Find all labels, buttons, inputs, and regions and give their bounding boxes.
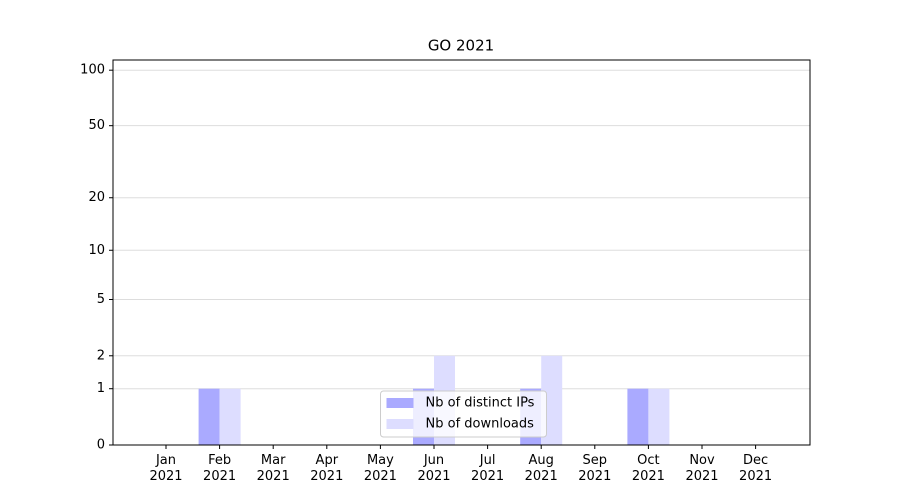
legend-label: Nb of distinct IPs bbox=[426, 396, 535, 411]
chart-title: GO 2021 bbox=[428, 37, 494, 55]
bar bbox=[648, 388, 670, 445]
legend-box bbox=[380, 390, 547, 438]
y-tick-label: 20 bbox=[88, 190, 105, 205]
bar bbox=[627, 388, 649, 445]
x-tick-label: Jun 2021 bbox=[417, 453, 451, 484]
bar bbox=[198, 388, 220, 445]
legend-swatch bbox=[386, 419, 414, 429]
legend-swatch bbox=[386, 398, 414, 408]
x-tick-label: Dec 2021 bbox=[739, 453, 773, 484]
x-tick-label: Oct 2021 bbox=[631, 453, 665, 484]
y-tick-label: 1 bbox=[97, 381, 105, 396]
y-tick-label: 50 bbox=[88, 118, 105, 133]
x-tick-label: Apr 2021 bbox=[310, 453, 344, 484]
x-tick-label: Mar 2021 bbox=[256, 453, 290, 484]
x-tick-label: May 2021 bbox=[363, 453, 397, 484]
x-tick-label: Nov 2021 bbox=[685, 453, 719, 484]
y-tick-label: 2 bbox=[97, 348, 105, 363]
legend-label: Nb of downloads bbox=[426, 417, 535, 432]
bar bbox=[219, 388, 241, 445]
x-tick-label: Aug 2021 bbox=[524, 453, 558, 484]
x-tick-label: Sep 2021 bbox=[578, 453, 612, 484]
x-tick-label: Feb 2021 bbox=[203, 453, 237, 484]
y-tick-label: 5 bbox=[97, 292, 105, 307]
legend: Nb of distinct IPs Nb of downloads bbox=[380, 390, 547, 438]
x-tick-label: Jan 2021 bbox=[149, 453, 183, 484]
x-tick-label: Jul 2021 bbox=[471, 453, 505, 484]
y-tick-label: 100 bbox=[80, 63, 105, 78]
y-tick-label: 10 bbox=[88, 243, 105, 258]
plot-frame bbox=[112, 59, 811, 446]
y-tick-label: 0 bbox=[97, 438, 105, 453]
